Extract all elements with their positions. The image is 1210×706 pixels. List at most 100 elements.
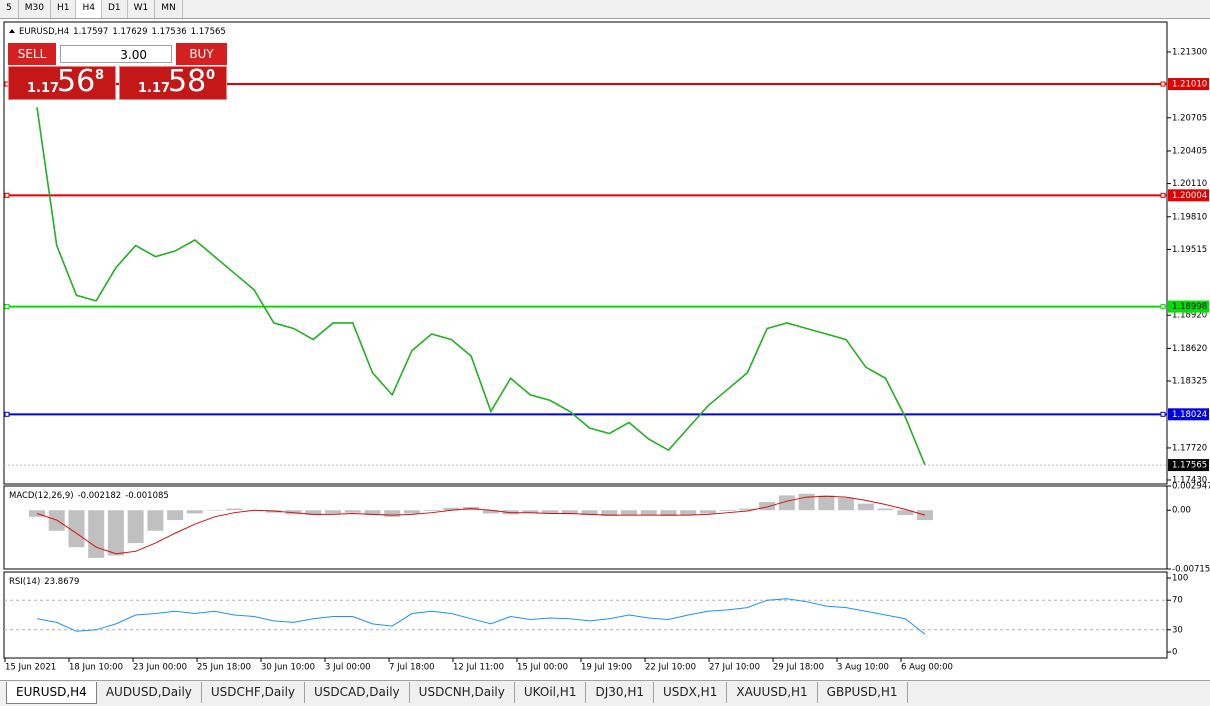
collapse-icon[interactable] bbox=[9, 29, 15, 33]
chart-tab[interactable]: GBPUSD,H1 bbox=[818, 682, 908, 703]
macd-bar bbox=[759, 502, 776, 511]
ohlc-value: 1.17629 bbox=[112, 27, 147, 37]
level-handle bbox=[1160, 81, 1166, 87]
timeframe-button[interactable]: H1 bbox=[51, 0, 77, 18]
x-tick-label: 25 Jun 18:00 bbox=[197, 663, 251, 673]
chart-tab[interactable]: USDCAD,Daily bbox=[305, 682, 410, 703]
x-tick-label: 15 Jul 00:00 bbox=[517, 663, 568, 673]
sell-button[interactable]: SELL bbox=[8, 43, 56, 65]
level-price-label: 1.20004 bbox=[1172, 191, 1207, 201]
chart-tab[interactable]: DJ30,H1 bbox=[586, 682, 654, 703]
level-handle bbox=[4, 411, 10, 417]
timeframe-button[interactable]: MN bbox=[155, 0, 183, 18]
rsi-panel bbox=[3, 571, 1168, 659]
timeframe-button[interactable]: W1 bbox=[128, 0, 156, 18]
chart-tab[interactable]: AUDUSD,Daily bbox=[97, 682, 202, 703]
chart-tab[interactable]: UKOil,H1 bbox=[515, 682, 587, 703]
ask-big: 1.17 bbox=[138, 81, 171, 96]
x-tick-label: 6 Aug 00:00 bbox=[901, 663, 953, 673]
macd-bar bbox=[897, 510, 914, 516]
buy-button[interactable]: BUY bbox=[176, 43, 227, 65]
symbol-header: EURUSD,H4 1.17597 1.17629 1.17536 1.17565 bbox=[19, 27, 226, 37]
macd-bar bbox=[818, 495, 835, 511]
timeframe-button[interactable]: H4 bbox=[76, 0, 102, 18]
macd-bar bbox=[699, 510, 716, 514]
level-price-box bbox=[1168, 78, 1209, 91]
x-tick-label: 27 Jul 10:00 bbox=[709, 663, 760, 673]
one-click-trading: SELL 3.00 BUY 1.17 56 8 1.17 58 0 bbox=[8, 43, 227, 100]
macd-signal: -0.001085 bbox=[125, 491, 169, 501]
ask-quote[interactable]: 1.17 58 0 bbox=[119, 64, 227, 100]
macd-bar bbox=[719, 510, 736, 512]
y-tick-label: 1.19515 bbox=[1172, 245, 1207, 255]
rsi-header: RSI(14) 23.8679 bbox=[9, 577, 79, 587]
macd-bar bbox=[542, 510, 559, 514]
x-tick-label: 22 Jul 10:00 bbox=[645, 663, 696, 673]
macd-bar bbox=[660, 510, 677, 516]
macd-label: MACD(12,26,9) bbox=[9, 491, 74, 501]
macd-bar bbox=[364, 510, 381, 516]
signal-line bbox=[36, 495, 926, 555]
ohlc-value: 1.17565 bbox=[191, 27, 226, 37]
level-handle bbox=[4, 192, 10, 198]
macd-bar bbox=[344, 510, 361, 513]
ask-pip: 0 bbox=[206, 68, 216, 83]
chart-tab[interactable]: USDX,H1 bbox=[654, 682, 728, 703]
chart-tab[interactable]: USDCHF,Daily bbox=[202, 682, 306, 703]
level-handle bbox=[1160, 304, 1166, 310]
macd-bar bbox=[226, 508, 243, 511]
macd-bar bbox=[522, 510, 539, 513]
timeframe-button[interactable]: M30 bbox=[19, 0, 51, 18]
rsi-label: RSI(14) bbox=[9, 577, 40, 587]
chart-tabs: EURUSD,H4 AUDUSD,Daily USDCHF,Daily USDCAD,… bbox=[0, 680, 1210, 706]
macd-bar bbox=[561, 510, 578, 515]
macd-bar bbox=[482, 510, 499, 514]
level-price-box bbox=[1168, 189, 1209, 202]
macd-panel bbox=[3, 485, 1168, 570]
y-tick-label: 0 bbox=[1172, 648, 1177, 658]
macd-bar bbox=[167, 510, 184, 521]
timeframe-button[interactable]: D1 bbox=[102, 0, 128, 18]
ask-main: 58 bbox=[168, 64, 207, 99]
x-tick-label: 7 Jul 18:00 bbox=[389, 663, 435, 673]
macd-bar bbox=[877, 508, 894, 511]
macd-bar bbox=[107, 510, 124, 556]
bid-main: 56 bbox=[57, 64, 96, 99]
y-tick-label: 1.18920 bbox=[1172, 311, 1207, 321]
y-tick-label: 100 bbox=[1172, 574, 1188, 584]
y-tick-label: 1.18620 bbox=[1172, 344, 1207, 354]
macd-bar bbox=[838, 497, 855, 511]
macd-bar bbox=[384, 510, 401, 517]
x-tick-label: 15 Jun 2021 bbox=[5, 663, 56, 673]
y-tick-label: -0.007151 bbox=[1172, 565, 1210, 575]
chart-tab[interactable]: EURUSD,H4 bbox=[6, 682, 97, 704]
y-tick-label: 1.20110 bbox=[1172, 179, 1207, 189]
macd-bar bbox=[640, 510, 657, 516]
bid-pip: 8 bbox=[95, 68, 105, 83]
lots-input[interactable]: 3.00 bbox=[60, 45, 172, 63]
timeframe-toolbar: 5 M30 H1 H4 D1 W1 MN bbox=[0, 0, 1210, 19]
x-tick-label: 19 Jul 19:00 bbox=[581, 663, 632, 673]
y-tick-label: 1.21300 bbox=[1172, 47, 1207, 57]
level-price-label: 1.18024 bbox=[1172, 410, 1207, 420]
macd-bar bbox=[325, 510, 341, 514]
y-tick-label: 1.18325 bbox=[1172, 377, 1207, 387]
chart-tab[interactable]: XAUUSD,H1 bbox=[727, 682, 818, 703]
y-tick-label: 0.002947 bbox=[1172, 482, 1210, 492]
x-tick-label: 3 Jul 00:00 bbox=[325, 663, 371, 673]
y-tick-label: 1.20405 bbox=[1172, 146, 1207, 156]
y-tick-label: 30 bbox=[1172, 625, 1183, 635]
timeframe-button[interactable]: 5 bbox=[0, 0, 19, 18]
ohlc-value: 1.17597 bbox=[73, 27, 108, 37]
macd-bar bbox=[680, 510, 697, 516]
x-tick-label: 30 Jun 10:00 bbox=[261, 663, 315, 673]
chart-tab[interactable]: USDCNH,Daily bbox=[410, 682, 515, 703]
macd-bar bbox=[206, 510, 223, 511]
y-tick-label: 1.17430 bbox=[1172, 476, 1207, 486]
x-tick-label: 29 Jul 18:00 bbox=[773, 663, 824, 673]
bid-quote[interactable]: 1.17 56 8 bbox=[8, 64, 116, 100]
y-tick-label: 0.00 bbox=[1172, 506, 1191, 516]
level-price-box bbox=[1168, 300, 1209, 313]
level-price-label: 1.21010 bbox=[1172, 80, 1207, 90]
